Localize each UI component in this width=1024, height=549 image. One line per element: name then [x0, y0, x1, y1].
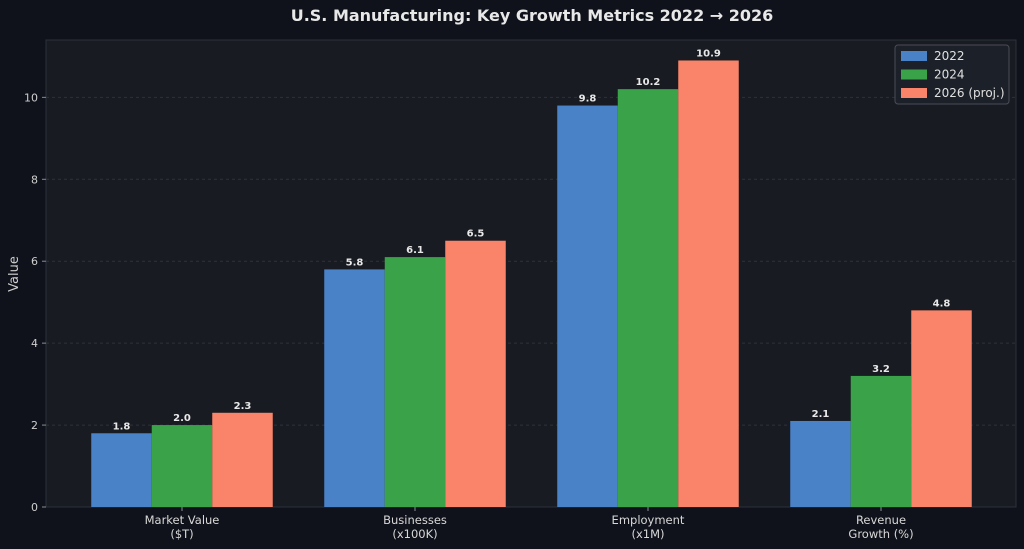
bar [212, 412, 273, 507]
legend-label: 2026 (proj.) [934, 86, 1005, 100]
data-label: 10.9 [696, 48, 721, 59]
bar [617, 89, 679, 507]
data-label: 5.8 [346, 257, 364, 268]
data-label: 2.3 [234, 401, 252, 412]
y-tick-label: 8 [31, 173, 38, 186]
y-axis: 0 2 4 6 8 10 [24, 91, 46, 514]
legend-swatch [901, 88, 927, 98]
x-axis: Market Value($T) Businesses(x100K) Employm… [145, 507, 914, 541]
y-tick-label: 0 [31, 501, 38, 514]
data-label: 6.5 [467, 229, 485, 240]
x-tick-label: (x100K) [392, 527, 437, 541]
data-label: 2.0 [173, 413, 191, 424]
data-label: 4.8 [933, 298, 951, 309]
legend: 2022 2024 2026 (proj.) [894, 44, 1010, 105]
x-tick-label: Growth (%) [848, 527, 913, 541]
data-label: 9.8 [579, 94, 597, 105]
bar [557, 105, 618, 508]
y-tick-label: 4 [31, 337, 38, 350]
x-tick-label: (x1M) [631, 527, 664, 541]
chart-title: U.S. Manufacturing: Key Growth Metrics 2… [291, 6, 774, 25]
bar [678, 60, 739, 508]
x-tick-label: Market Value [145, 513, 220, 527]
bar [911, 310, 972, 507]
x-tick-label: Employment [612, 513, 685, 527]
bar [91, 433, 152, 507]
bar [324, 269, 385, 507]
bar [151, 425, 213, 507]
y-tick-label: 10 [24, 91, 38, 104]
data-labels: 1.8 2.0 2.3 5.8 6.1 6.5 9.8 10.2 10.9 2.1 3.2 4.8 [113, 48, 951, 432]
data-label: 6.1 [406, 245, 424, 256]
legend-swatch [901, 69, 927, 80]
legend-label: 2022 [934, 49, 965, 63]
data-label: 3.2 [872, 364, 890, 375]
y-tick-label: 6 [31, 255, 38, 268]
bars [91, 60, 972, 508]
bar [790, 420, 851, 507]
legend-swatch [901, 51, 927, 61]
x-tick-label: Businesses [383, 513, 447, 527]
x-tick-label: ($T) [170, 527, 193, 541]
legend-label: 2024 [934, 68, 965, 82]
data-label: 2.1 [812, 409, 830, 420]
y-axis-label: Value [7, 256, 22, 292]
y-tick-label: 2 [31, 419, 38, 432]
bar [850, 375, 912, 507]
data-label: 1.8 [113, 421, 131, 432]
data-label: 10.2 [636, 77, 661, 88]
bar [384, 257, 446, 507]
x-tick-label: Revenue [856, 513, 906, 527]
bar [445, 240, 506, 507]
